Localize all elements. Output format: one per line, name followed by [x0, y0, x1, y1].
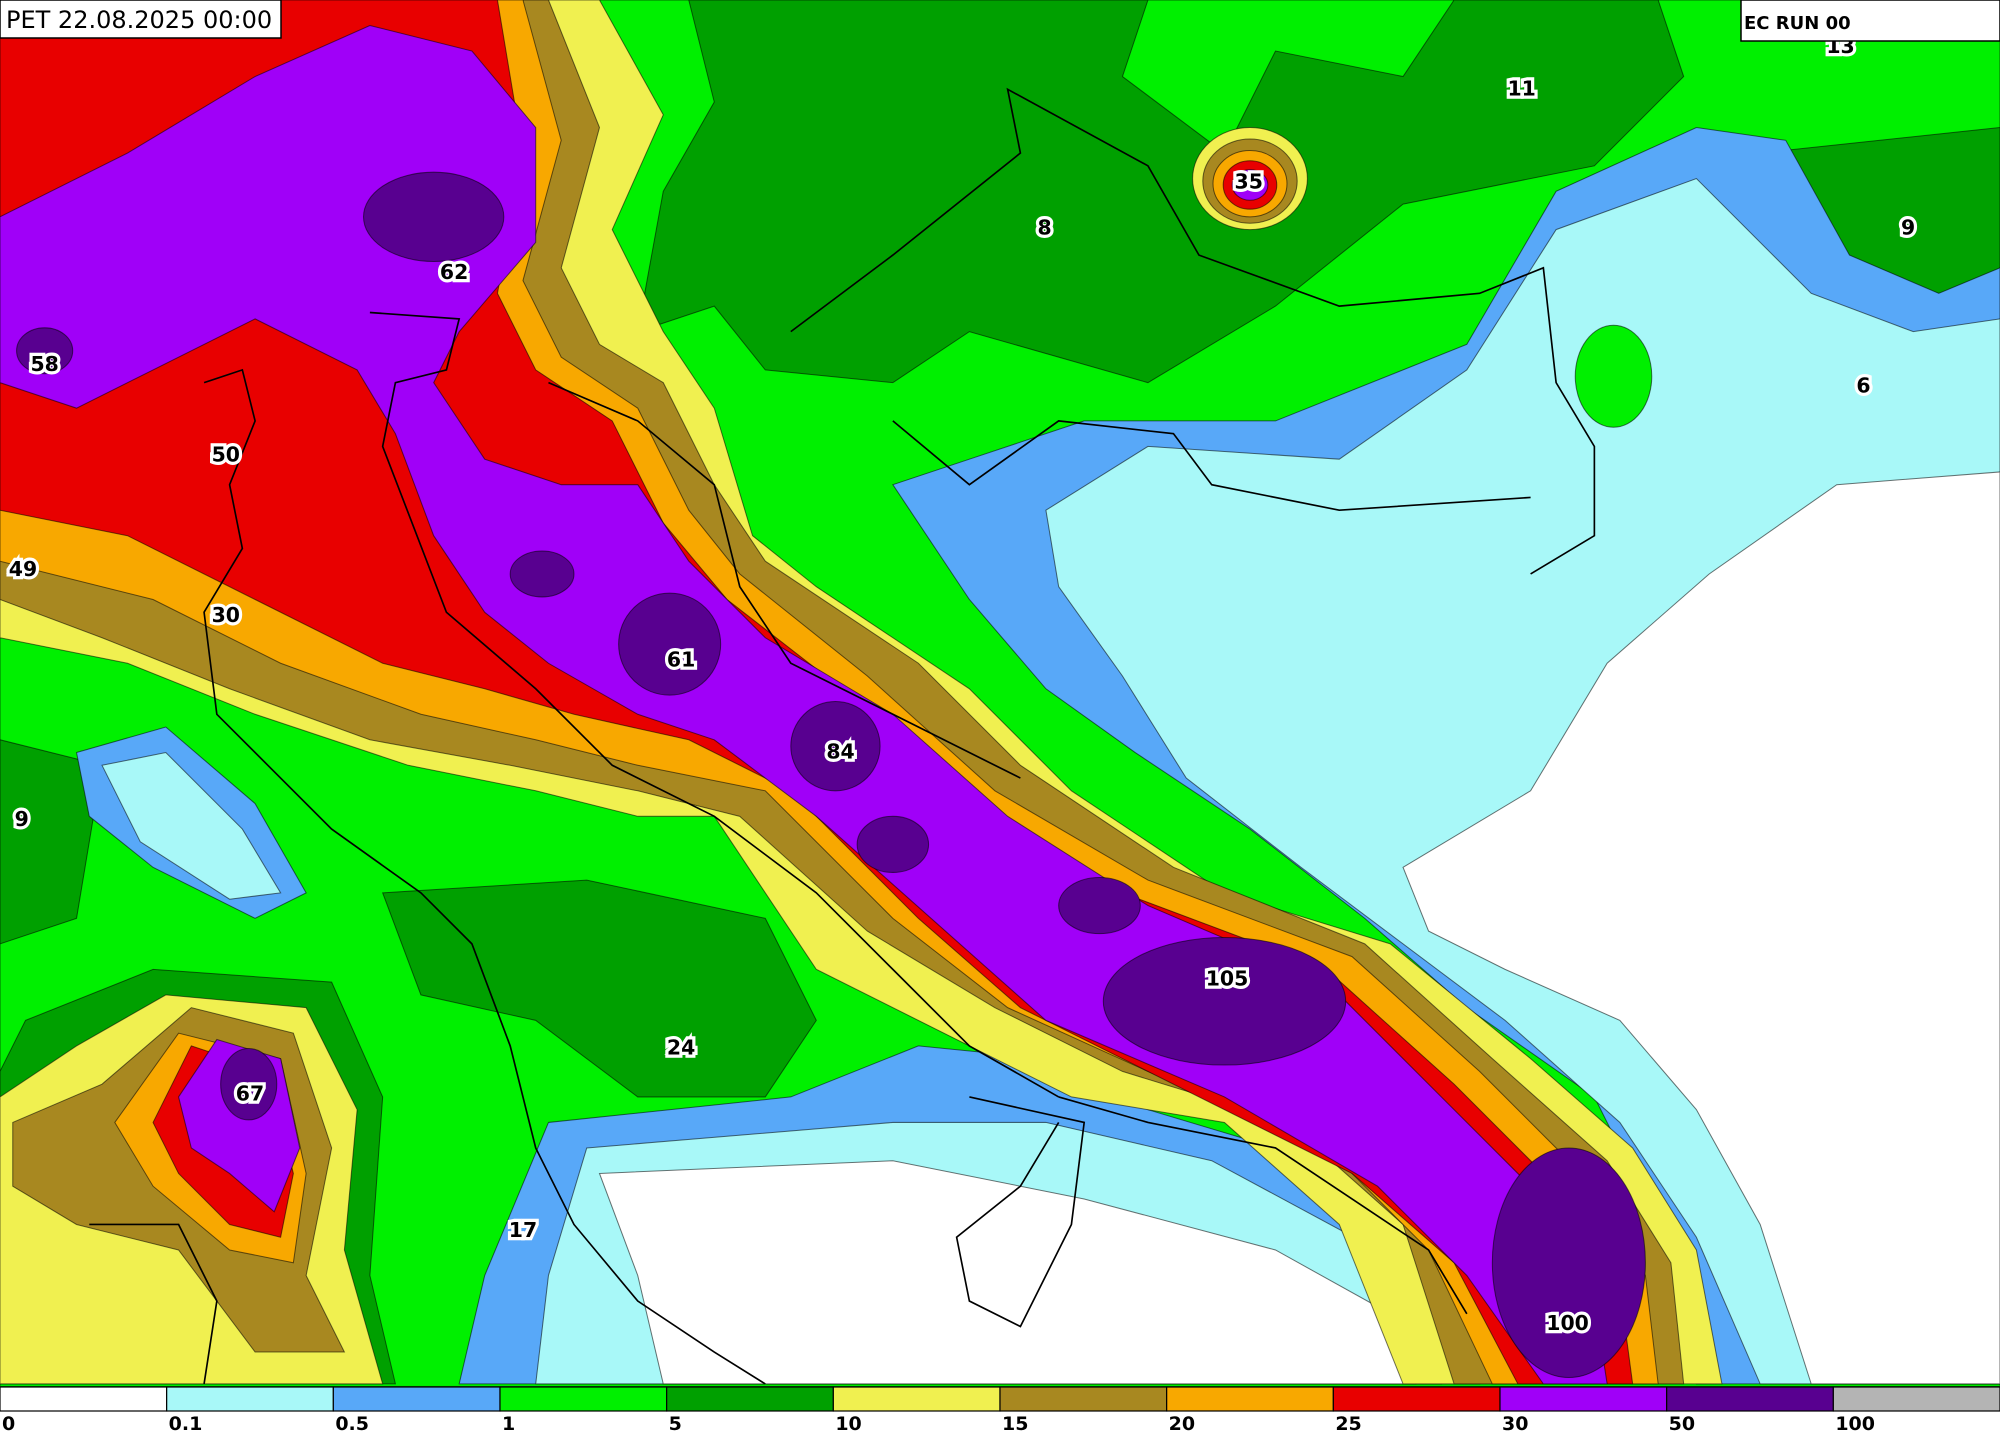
field-area: [1102, 936, 1347, 1066]
border: [203, 368, 766, 1385]
field-area: [1574, 324, 1653, 428]
legend-swatch: [832, 1386, 1001, 1412]
maximum-label: 9: [1901, 215, 1915, 239]
maximum-label: 61: [667, 648, 695, 672]
maximum-label: 105: [1206, 967, 1249, 991]
maximum-label: 24: [667, 1035, 695, 1059]
border: [955, 1096, 1086, 1328]
legend-tick-label: 25: [1335, 1413, 1361, 1435]
map-title: PET 22.08.2025 00:00: [6, 6, 272, 34]
field-area: [16, 327, 74, 375]
field-area: [101, 751, 282, 900]
maximum-label: 49: [9, 557, 37, 581]
title-box: [0, 0, 282, 39]
maximum-label: 11: [1507, 76, 1535, 100]
legend-swatch: [1832, 1386, 2000, 1412]
border: [548, 381, 1021, 779]
field-area: [509, 550, 575, 598]
maximum-label: 35: [1235, 169, 1263, 193]
legend-tick-label: 30: [1502, 1413, 1528, 1435]
maximum-label: 50: [212, 442, 240, 466]
field-area: [1491, 1147, 1646, 1379]
maximum-label: 100: [1546, 1311, 1589, 1335]
field-area: [618, 592, 722, 696]
field-area: [1231, 169, 1269, 201]
legend-tick-label: 0: [2, 1413, 15, 1435]
legend-tick-label: 5: [669, 1413, 682, 1435]
legend-tick-label: 20: [1169, 1413, 1195, 1435]
legend-swatch: [1499, 1386, 1668, 1412]
field-area: [1058, 877, 1141, 935]
maximum-label: 30: [212, 603, 240, 627]
maximum-label: 6: [1856, 373, 1870, 397]
map-field: 62 58 50 49 30 61 84 9 105 24 67 17 100 …: [0, 0, 2000, 1387]
legend-tick-label: 15: [1002, 1413, 1028, 1435]
border: [369, 311, 1060, 1098]
maximum-label: 58: [30, 352, 58, 376]
legend-tick-label: 0.5: [335, 1413, 369, 1435]
legend-tick-label: 100: [1835, 1413, 1875, 1435]
maximum-label: 9: [15, 807, 29, 831]
maximum-label: 84: [826, 740, 854, 764]
legend-tick-label: 10: [835, 1413, 861, 1435]
field-area: [637, 0, 1685, 384]
legend-swatch: [1666, 1386, 1834, 1412]
run-label: EC RUN 00: [1744, 13, 1851, 34]
border: [892, 420, 1531, 512]
legend-swatch: [1332, 1386, 1501, 1412]
maximum-label: 67: [236, 1081, 264, 1105]
maximum-label: 62: [440, 260, 468, 284]
legend-tick-label: 0.1: [169, 1413, 203, 1435]
legend-tick-label: 1: [502, 1413, 515, 1435]
border: [790, 87, 1596, 575]
border: [89, 1223, 218, 1385]
legend-swatch: [499, 1386, 668, 1412]
field-area: [856, 815, 930, 873]
maximum-label: 8: [1038, 215, 1052, 239]
field-area: [381, 879, 817, 1098]
legend-swatch: [0, 1386, 168, 1412]
field-area: [790, 701, 881, 792]
legend-swatch: [999, 1386, 1168, 1412]
field-area: [363, 171, 505, 262]
legend-swatch: [666, 1386, 834, 1412]
border: [1058, 1096, 1468, 1315]
legend-swatch: [1166, 1386, 1334, 1412]
legend-tick-label: 50: [1669, 1413, 1695, 1435]
field-area: [0, 739, 103, 945]
legend-swatch: [332, 1386, 501, 1412]
legend-swatch: [166, 1386, 334, 1412]
field-area: [220, 1047, 278, 1121]
maximum-label: 17: [509, 1218, 537, 1242]
color-legend: 0 0.1 0.5 1 5 10 15 20 25 30 50 100: [0, 1386, 2000, 1435]
run-box: [1740, 0, 2000, 42]
field-area: [1402, 471, 2000, 1385]
